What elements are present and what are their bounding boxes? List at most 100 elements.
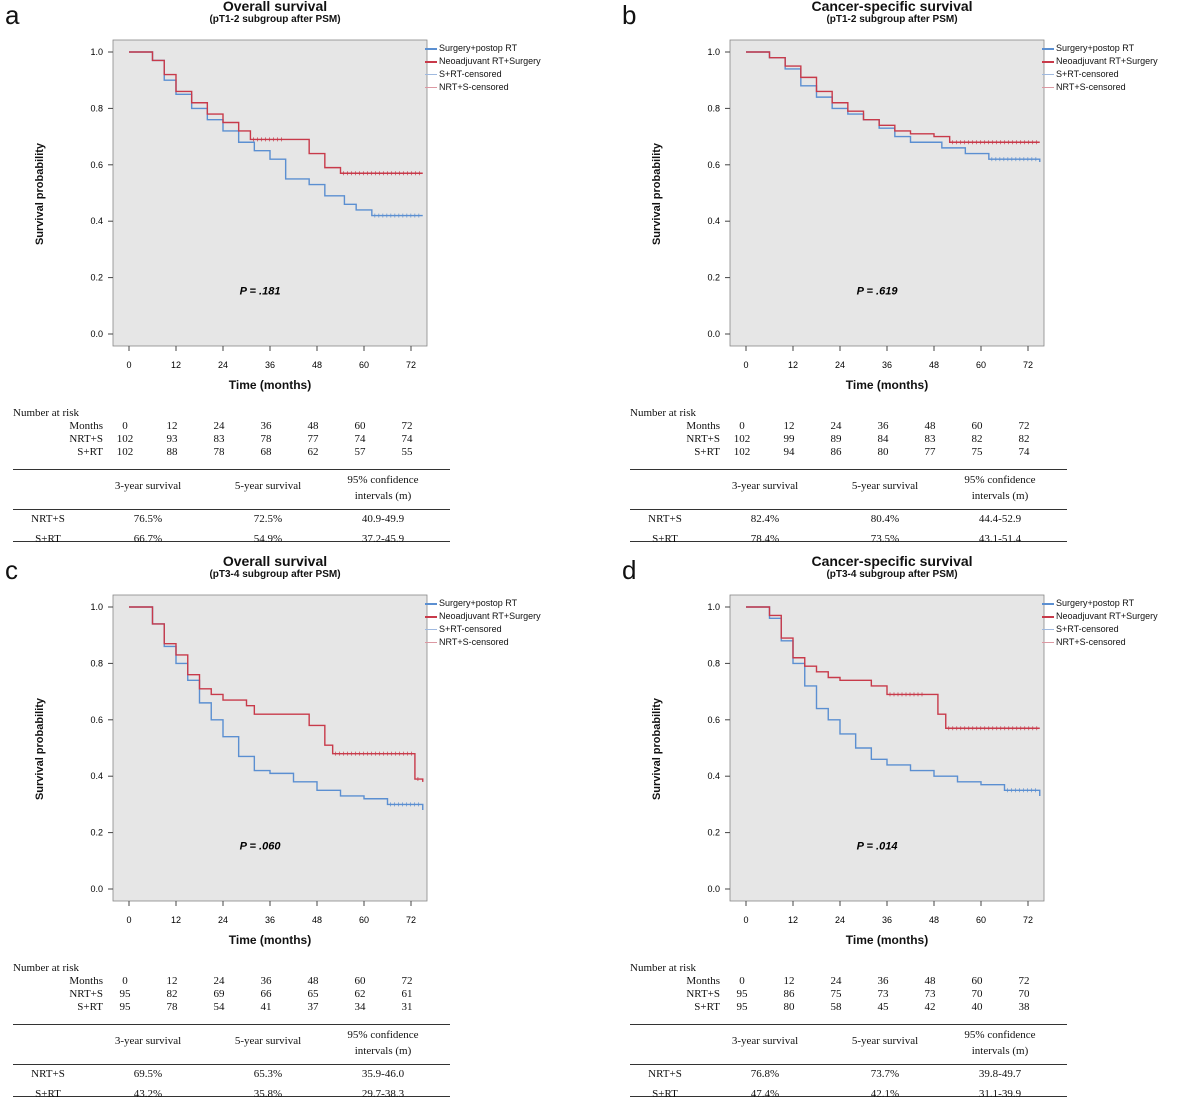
legend-item: NRT+S-censored <box>425 636 541 649</box>
risk-cell: 72 <box>1018 975 1030 987</box>
risk-cell: 78 <box>166 1001 178 1013</box>
risk-cell: 48 <box>924 420 936 432</box>
risk-cell: 82 <box>166 988 178 1000</box>
y-tick-label: 0.6 <box>707 715 720 725</box>
x-tick-label: 60 <box>359 915 369 925</box>
summary-row-label: NRT+S <box>648 513 682 525</box>
risk-cell: 70 <box>971 988 983 1000</box>
p-value: P = .014 <box>857 841 898 853</box>
x-tick-label: 72 <box>1023 360 1033 370</box>
risk-cell: 86 <box>830 446 842 458</box>
table-rule <box>13 541 450 542</box>
summary-cell: 78.4% <box>750 533 780 545</box>
legend: Surgery+postop RT Neoadjuvant RT+Surgery S… <box>1042 597 1158 649</box>
legend-item: NRT+S-censored <box>425 81 541 94</box>
risk-cell: 72 <box>1018 420 1030 432</box>
summary-cell: 43.1-51.4 <box>978 533 1022 545</box>
risk-cell: 36 <box>877 975 889 987</box>
risk-cell: 102 <box>733 446 751 458</box>
legend-swatch <box>1042 60 1054 63</box>
risk-cell: 93 <box>166 433 178 445</box>
legend-swatch <box>1042 629 1054 630</box>
legend-label: Neoadjuvant RT+Surgery <box>439 56 541 66</box>
legend-swatch <box>425 602 437 605</box>
x-tick-label: 72 <box>406 915 416 925</box>
panel-letter: a <box>5 0 20 30</box>
table-rule <box>13 1064 450 1065</box>
x-tick-label: 24 <box>218 915 228 925</box>
risk-cell: 48 <box>924 975 936 987</box>
risk-cell: 95 <box>119 1001 131 1013</box>
summary-header: 5-year survival <box>234 480 302 492</box>
legend-label: NRT+S-censored <box>439 82 509 92</box>
legend: Surgery+postop RT Neoadjuvant RT+Surgery S… <box>1042 42 1158 94</box>
risk-cell: 0 <box>122 420 128 432</box>
legend-label: Neoadjuvant RT+Surgery <box>1056 56 1158 66</box>
x-tick-label: 48 <box>929 360 939 370</box>
y-tick-label: 0.6 <box>90 160 103 170</box>
risk-cell: 69 <box>213 988 225 1000</box>
risk-cell: 102 <box>116 433 134 445</box>
risk-cell: 36 <box>260 975 272 987</box>
summary-header: intervals (m) <box>354 1045 412 1057</box>
legend-item: NRT+S-censored <box>1042 81 1158 94</box>
y-tick-label: 0.8 <box>90 658 103 668</box>
risk-cell: 102 <box>116 446 134 458</box>
table-rule <box>630 1064 1067 1065</box>
x-axis-label: Time (months) <box>845 933 929 947</box>
y-tick-label: 0.0 <box>707 329 720 339</box>
risk-cell: 34 <box>354 1001 366 1013</box>
risk-cell: 83 <box>213 433 225 445</box>
risk-cell: 12 <box>166 420 178 432</box>
risk-cell: 65 <box>307 988 319 1000</box>
y-tick-label: 0.8 <box>707 103 720 113</box>
summary-header: intervals (m) <box>971 1045 1029 1057</box>
summary-header: 95% confidence <box>964 474 1036 486</box>
risk-cell: 80 <box>783 1001 795 1013</box>
risk-cell: 24 <box>213 975 225 987</box>
x-tick-label: 72 <box>1023 915 1033 925</box>
risk-cell: 62 <box>354 988 366 1000</box>
risk-cell: 58 <box>830 1001 842 1013</box>
summary-header: 5-year survival <box>851 480 919 492</box>
y-tick-label: 0.0 <box>707 884 720 894</box>
y-tick-label: 1.0 <box>707 47 720 57</box>
chart-subtitle: (pT1-2 subgroup after PSM) <box>209 14 341 25</box>
risk-table-title: Number at risk <box>630 407 696 419</box>
risk-cell: 0 <box>739 975 745 987</box>
x-tick-label: 72 <box>406 360 416 370</box>
legend-swatch <box>425 615 437 618</box>
risk-table-title: Number at risk <box>13 962 79 974</box>
km-curve-neoadjuvant-rt-surgery <box>129 606 424 782</box>
risk-row-label: NRT+S <box>69 433 103 445</box>
risk-row-label: Months <box>686 975 720 987</box>
km-curve-neoadjuvant-rt-surgery <box>129 51 423 174</box>
summary-header: 5-year survival <box>851 1035 919 1047</box>
summary-cell: 73.5% <box>870 533 900 545</box>
x-tick-label: 48 <box>929 915 939 925</box>
summary-cell: 82.4% <box>750 513 780 525</box>
summary-row-label: NRT+S <box>31 513 65 525</box>
risk-row-label: Months <box>69 975 103 987</box>
summary-cell: 43.2% <box>133 1088 163 1100</box>
table-rule <box>13 1096 450 1097</box>
risk-row-label: S+RT <box>694 446 720 458</box>
risk-cell: 38 <box>1018 1001 1030 1013</box>
risk-cell: 99 <box>783 433 795 445</box>
plot-area: 0.0 0.2 0.4 0.6 0.8 1.0 0 12 24 36 48 60 72 P = .014 <box>707 594 1045 925</box>
summary-cell: 65.3% <box>253 1068 283 1080</box>
y-tick-label: 0.0 <box>90 884 103 894</box>
risk-cell: 24 <box>830 975 842 987</box>
chart-subtitle: (pT3-4 subgroup after PSM) <box>826 569 958 580</box>
legend-swatch <box>425 629 437 630</box>
summary-row-label: S+RT <box>35 1088 61 1100</box>
summary-cell: 69.5% <box>133 1068 163 1080</box>
summary-cell: 35.8% <box>253 1088 283 1100</box>
summary-row-label: S+RT <box>35 533 61 545</box>
km-curve-neoadjuvant-rt-surgery <box>746 606 1040 729</box>
y-tick-label: 0.4 <box>90 216 103 226</box>
legend-item: NRT+S-censored <box>1042 636 1158 649</box>
risk-cell: 62 <box>307 446 319 458</box>
legend-label: Surgery+postop RT <box>1056 43 1135 53</box>
y-tick-label: 0.8 <box>90 103 103 113</box>
